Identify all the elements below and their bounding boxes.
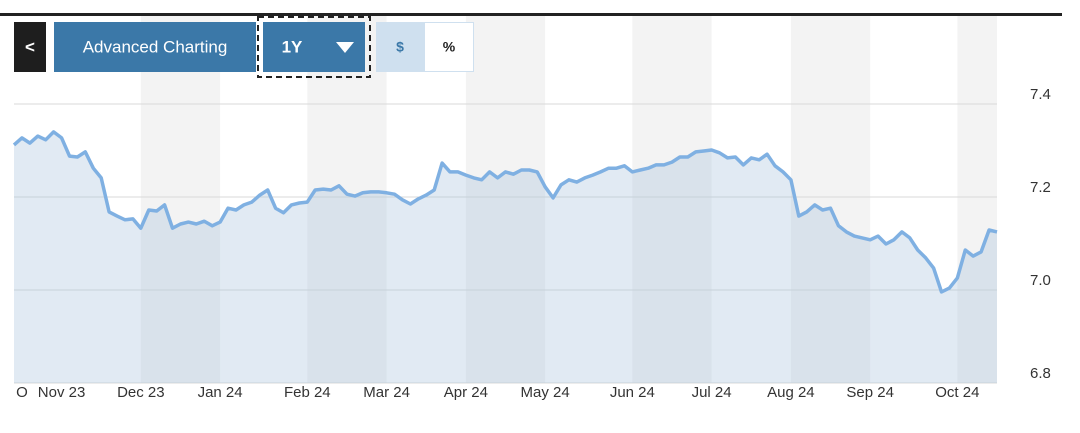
x-tick-label: Apr 24 [444,384,488,401]
x-tick-label: O [16,384,28,401]
month-band [632,16,712,383]
advanced-charting-label: Advanced Charting [83,37,228,56]
month-band [957,16,997,383]
month-band [790,16,871,383]
month-band [465,16,546,383]
month-band [140,16,221,383]
percent-label: % [443,39,456,55]
x-tick-label: Aug 24 [767,384,815,401]
percent-button[interactable] [424,22,474,72]
x-tick-label: Jul 24 [692,384,732,401]
x-tick-label: Dec 23 [117,384,165,401]
y-tick-label: 7.4 [1030,86,1051,103]
x-tick-label: May 24 [521,384,570,401]
dropdown-arrow [336,42,354,53]
month-bands [140,16,997,383]
x-tick-label: Sep 24 [846,384,894,401]
x-tick-label: Jan 24 [198,384,243,401]
currency-button[interactable] [376,22,424,72]
line [12,130,998,294]
line-area [14,131,997,383]
x-tick-label: Oct 24 [935,384,979,401]
plot: 6.8 7.0 7.2 7.4 O Nov 23 Dec 23 Jan 24 Feb 24 Mar… [12,86,1051,401]
back-label: < [25,37,35,56]
back-button[interactable] [14,22,46,72]
focus-outline [257,16,371,78]
y-tick-label: 7.0 [1030,272,1051,289]
x-tick-label: Nov 23 [38,384,86,401]
y-tick-label: 6.8 [1030,365,1051,382]
x-tick-label: Mar 24 [363,384,410,401]
advanced-charting-button[interactable] [54,22,256,72]
x-tick-label: Feb 24 [284,384,331,401]
currency-label: $ [396,39,404,55]
y-tick-label: 7.2 [1030,179,1051,196]
x-tick-label: Jun 24 [610,384,655,401]
range-label: 1Y [282,37,303,56]
